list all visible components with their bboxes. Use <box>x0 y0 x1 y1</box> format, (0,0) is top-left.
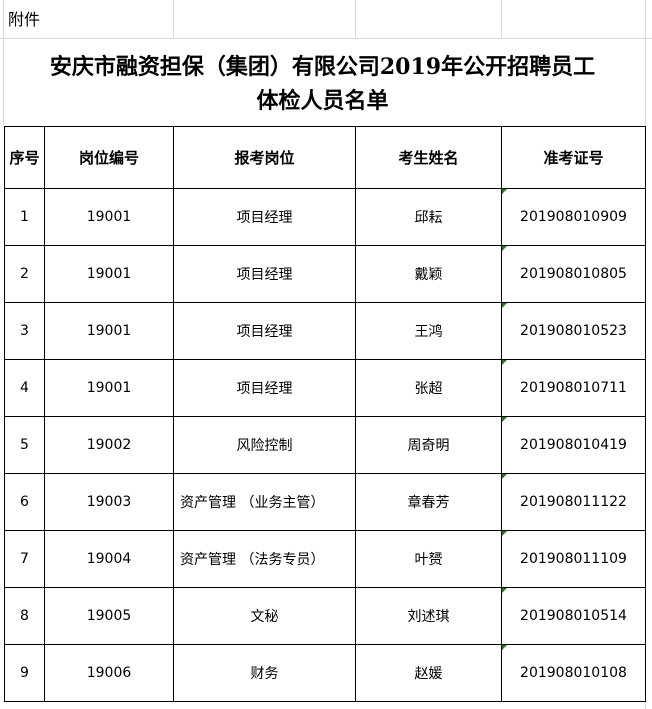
header-row: 序号 岗位编号 报考岗位 考生姓名 准考证号 <box>4 126 646 189</box>
table-row: 7 19004 资产管理 （法务专员） 叶赟 201908011109 <box>4 530 646 588</box>
cell-name[interactable]: 王鸿 <box>355 302 502 360</box>
header-cell-index[interactable]: 序号 <box>4 126 45 189</box>
cell-position-code[interactable]: 19001 <box>44 302 174 360</box>
cell-index[interactable]: 2 <box>4 245 45 303</box>
cell-index[interactable]: 1 <box>4 188 45 246</box>
header-cell-exam-id[interactable]: 准考证号 <box>501 126 646 189</box>
cell-position-code[interactable]: 19001 <box>44 245 174 303</box>
cell-name[interactable]: 刘述琪 <box>355 587 502 645</box>
cell-index[interactable]: 7 <box>4 530 45 588</box>
cell-position-code[interactable]: 19006 <box>44 644 174 702</box>
attachment-label[interactable]: 附件 <box>8 10 41 29</box>
gridline <box>501 0 502 38</box>
cell-exam-id[interactable]: 201908010419 <box>501 416 646 474</box>
cell-position[interactable]: 项目经理 <box>173 359 356 417</box>
cell-name[interactable]: 周奇明 <box>355 416 502 474</box>
cell-index[interactable]: 8 <box>4 587 45 645</box>
cell-position-code[interactable]: 19001 <box>44 359 174 417</box>
cell-position-code[interactable]: 19002 <box>44 416 174 474</box>
table-row: 4 19001 项目经理 张超 201908010711 <box>4 359 646 417</box>
cell-index[interactable]: 9 <box>4 644 45 702</box>
table-row: 2 19001 项目经理 戴颖 201908010805 <box>4 245 646 303</box>
cell-position-code[interactable]: 19004 <box>44 530 174 588</box>
table-row: 3 19001 项目经理 王鸿 201908010523 <box>4 302 646 360</box>
cell-exam-id[interactable]: 201908010805 <box>501 245 646 303</box>
candidate-table: 序号 岗位编号 报考岗位 考生姓名 准考证号 1 19001 项目经理 邱耘 20190… <box>4 126 646 702</box>
cell-exam-id[interactable]: 201908010514 <box>501 587 646 645</box>
cell-name[interactable]: 章春芳 <box>355 473 502 531</box>
gridline <box>355 0 356 38</box>
cell-position-code[interactable]: 19005 <box>44 587 174 645</box>
cell-index[interactable]: 5 <box>4 416 45 474</box>
table-row: 5 19002 风险控制 周奇明 201908010419 <box>4 416 646 474</box>
gridline <box>3 0 4 126</box>
table-row: 6 19003 资产管理 （业务主管） 章春芳 201908011122 <box>4 473 646 531</box>
cell-exam-id[interactable]: 201908011109 <box>501 530 646 588</box>
title-line-2: 体检人员名单 <box>256 88 389 114</box>
cell-exam-id[interactable]: 201908010523 <box>501 302 646 360</box>
gridline <box>0 38 652 39</box>
gridline <box>173 0 174 38</box>
cell-exam-id[interactable]: 201908011122 <box>501 473 646 531</box>
cell-position[interactable]: 项目经理 <box>173 245 356 303</box>
cell-position[interactable]: 资产管理 （业务主管） <box>173 473 356 531</box>
cell-position[interactable]: 风险控制 <box>173 416 356 474</box>
table-row: 1 19001 项目经理 邱耘 201908010909 <box>4 188 646 246</box>
cell-name[interactable]: 赵媛 <box>355 644 502 702</box>
cell-exam-id[interactable]: 201908010909 <box>501 188 646 246</box>
cell-name[interactable]: 张超 <box>355 359 502 417</box>
cell-index[interactable]: 3 <box>4 302 45 360</box>
cell-position[interactable]: 财务 <box>173 644 356 702</box>
cell-name[interactable]: 戴颖 <box>355 245 502 303</box>
gridline <box>645 0 646 709</box>
cell-name[interactable]: 叶赟 <box>355 530 502 588</box>
cell-position[interactable]: 资产管理 （法务专员） <box>173 530 356 588</box>
cell-exam-id[interactable]: 201908010711 <box>501 359 646 417</box>
cell-index[interactable]: 4 <box>4 359 45 417</box>
cell-position-code[interactable]: 19003 <box>44 473 174 531</box>
header-cell-name[interactable]: 考生姓名 <box>355 126 502 189</box>
cell-position-code[interactable]: 19001 <box>44 188 174 246</box>
header-cell-position-code[interactable]: 岗位编号 <box>44 126 174 189</box>
cell-exam-id[interactable]: 201908010108 <box>501 644 646 702</box>
header-cell-position[interactable]: 报考岗位 <box>173 126 356 189</box>
cell-position[interactable]: 项目经理 <box>173 302 356 360</box>
table-row: 9 19006 财务 赵媛 201908010108 <box>4 644 646 702</box>
cell-position[interactable]: 项目经理 <box>173 188 356 246</box>
cell-name[interactable]: 邱耘 <box>355 188 502 246</box>
cell-position[interactable]: 文秘 <box>173 587 356 645</box>
page-title[interactable]: 安庆市融资担保（集团）有限公司2019年公开招聘员工 体检人员名单 <box>0 50 645 118</box>
cell-index[interactable]: 6 <box>4 473 45 531</box>
table-row: 8 19005 文秘 刘述琪 201908010514 <box>4 587 646 645</box>
title-line-1: 安庆市融资担保（集团）有限公司2019年公开招聘员工 <box>49 54 596 80</box>
